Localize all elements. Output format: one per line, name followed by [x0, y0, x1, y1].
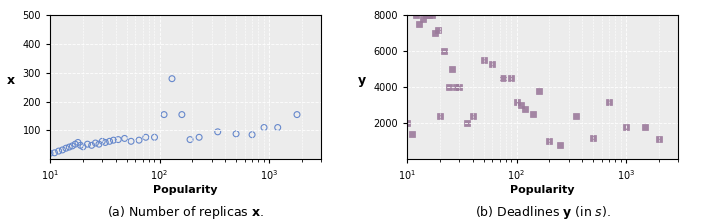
- Point: [72, 141, 84, 144]
- Point: [429, 32, 441, 35]
- Point: [126, 139, 137, 143]
- Point: [478, 59, 489, 62]
- Point: [104, 139, 115, 143]
- Point: [90, 141, 101, 145]
- Point: [516, 103, 527, 107]
- Point: [134, 138, 145, 142]
- Point: [570, 114, 582, 118]
- Point: [486, 62, 498, 66]
- Point: [603, 100, 615, 103]
- Point: [108, 138, 119, 142]
- Point: [533, 89, 545, 93]
- Point: [159, 113, 170, 116]
- Point: [426, 14, 438, 17]
- Point: [56, 148, 68, 152]
- Point: [554, 143, 565, 147]
- Point: [49, 151, 60, 154]
- Point: [453, 86, 465, 89]
- Point: [291, 113, 303, 116]
- Point: [53, 149, 64, 153]
- Point: [96, 139, 108, 143]
- Point: [506, 76, 517, 80]
- Point: [113, 138, 124, 141]
- Point: [447, 68, 458, 71]
- Point: [544, 139, 555, 143]
- Point: [119, 137, 131, 140]
- Point: [497, 76, 508, 80]
- Point: [69, 142, 81, 146]
- Point: [184, 138, 196, 141]
- Point: [64, 145, 75, 149]
- Point: [443, 86, 454, 89]
- Point: [212, 130, 223, 133]
- Point: [410, 14, 421, 17]
- Point: [82, 142, 94, 146]
- Point: [421, 14, 432, 17]
- Point: [86, 144, 97, 147]
- Point: [246, 133, 258, 136]
- Point: [520, 107, 531, 110]
- X-axis label: Popularity: Popularity: [511, 185, 575, 195]
- Point: [231, 132, 242, 136]
- Point: [166, 77, 178, 80]
- Point: [77, 145, 89, 149]
- Point: [588, 136, 599, 139]
- Point: [401, 121, 413, 125]
- Point: [193, 135, 205, 139]
- Point: [434, 114, 446, 118]
- Point: [527, 112, 538, 116]
- Point: [94, 142, 105, 146]
- Point: [653, 138, 665, 141]
- Point: [511, 100, 522, 103]
- Point: [413, 23, 425, 26]
- Point: [451, 86, 462, 89]
- Point: [44, 152, 56, 155]
- Point: [149, 135, 160, 139]
- Point: [432, 28, 443, 32]
- Point: [461, 121, 472, 125]
- Point: [439, 50, 451, 53]
- Point: [176, 113, 188, 116]
- Point: [620, 125, 632, 129]
- Point: [423, 14, 435, 17]
- Point: [640, 125, 651, 129]
- Point: [417, 17, 428, 21]
- Point: [467, 114, 478, 118]
- Point: [75, 144, 86, 147]
- Point: [99, 141, 111, 144]
- Point: [272, 126, 283, 129]
- Y-axis label: y: y: [358, 74, 366, 87]
- X-axis label: Popularity: Popularity: [154, 185, 218, 195]
- Text: (a) Number of replicas $\mathbf{x}$.: (a) Number of replicas $\mathbf{x}$.: [107, 204, 264, 221]
- Text: (b) Deadlines $\mathbf{y}$ (in $s$).: (b) Deadlines $\mathbf{y}$ (in $s$).: [475, 204, 610, 221]
- Point: [140, 135, 151, 139]
- Point: [406, 132, 417, 136]
- Point: [66, 144, 78, 148]
- Point: [258, 126, 270, 129]
- Y-axis label: x: x: [7, 74, 16, 87]
- Point: [60, 147, 71, 150]
